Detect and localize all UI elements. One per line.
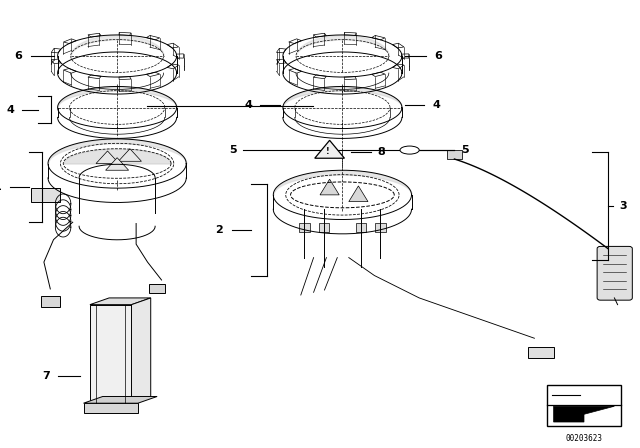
Text: 8: 8 [378, 147, 385, 157]
Polygon shape [106, 158, 129, 170]
FancyBboxPatch shape [300, 223, 310, 232]
FancyBboxPatch shape [597, 246, 632, 300]
Polygon shape [344, 32, 356, 35]
Polygon shape [96, 151, 119, 164]
FancyBboxPatch shape [319, 223, 329, 232]
FancyBboxPatch shape [31, 188, 60, 202]
Text: 6: 6 [15, 51, 22, 61]
FancyBboxPatch shape [90, 305, 132, 403]
Polygon shape [289, 69, 301, 73]
Text: 5: 5 [229, 145, 237, 155]
Polygon shape [83, 396, 157, 403]
Polygon shape [315, 140, 344, 158]
Polygon shape [167, 64, 179, 69]
Polygon shape [167, 43, 179, 48]
Polygon shape [177, 54, 184, 58]
Polygon shape [132, 298, 151, 403]
Polygon shape [63, 39, 76, 43]
Polygon shape [88, 33, 101, 37]
Text: 4: 4 [244, 100, 252, 110]
Polygon shape [63, 69, 76, 73]
Polygon shape [90, 298, 151, 305]
Polygon shape [402, 54, 409, 58]
Polygon shape [554, 406, 614, 422]
Polygon shape [349, 186, 368, 202]
Polygon shape [313, 75, 326, 79]
Polygon shape [276, 59, 286, 64]
FancyBboxPatch shape [83, 403, 138, 413]
Text: 7: 7 [42, 371, 50, 381]
FancyBboxPatch shape [447, 150, 462, 159]
Polygon shape [118, 149, 141, 161]
FancyBboxPatch shape [356, 223, 366, 232]
Ellipse shape [400, 146, 419, 154]
Polygon shape [276, 48, 286, 53]
FancyBboxPatch shape [547, 385, 621, 426]
Polygon shape [119, 77, 131, 80]
FancyBboxPatch shape [528, 347, 554, 358]
Polygon shape [320, 179, 339, 195]
Text: 6: 6 [434, 51, 442, 61]
Text: 4: 4 [6, 105, 14, 115]
Polygon shape [392, 64, 404, 69]
FancyBboxPatch shape [375, 223, 385, 232]
Polygon shape [289, 39, 301, 43]
Text: 3: 3 [620, 201, 627, 211]
Polygon shape [119, 32, 131, 35]
Text: 2: 2 [216, 224, 223, 235]
FancyBboxPatch shape [41, 296, 60, 307]
Text: !: ! [326, 147, 330, 156]
Polygon shape [344, 77, 356, 80]
FancyBboxPatch shape [148, 284, 164, 293]
Polygon shape [372, 35, 385, 40]
Text: 1: 1 [0, 182, 1, 192]
Polygon shape [88, 75, 101, 79]
Polygon shape [313, 33, 326, 37]
Polygon shape [147, 72, 160, 77]
Text: 5: 5 [461, 145, 468, 155]
Polygon shape [51, 48, 61, 53]
Polygon shape [392, 43, 404, 48]
Polygon shape [372, 72, 385, 77]
Polygon shape [51, 59, 61, 64]
Text: 4: 4 [433, 100, 440, 110]
Polygon shape [147, 35, 160, 40]
Text: 00203623: 00203623 [566, 434, 602, 443]
